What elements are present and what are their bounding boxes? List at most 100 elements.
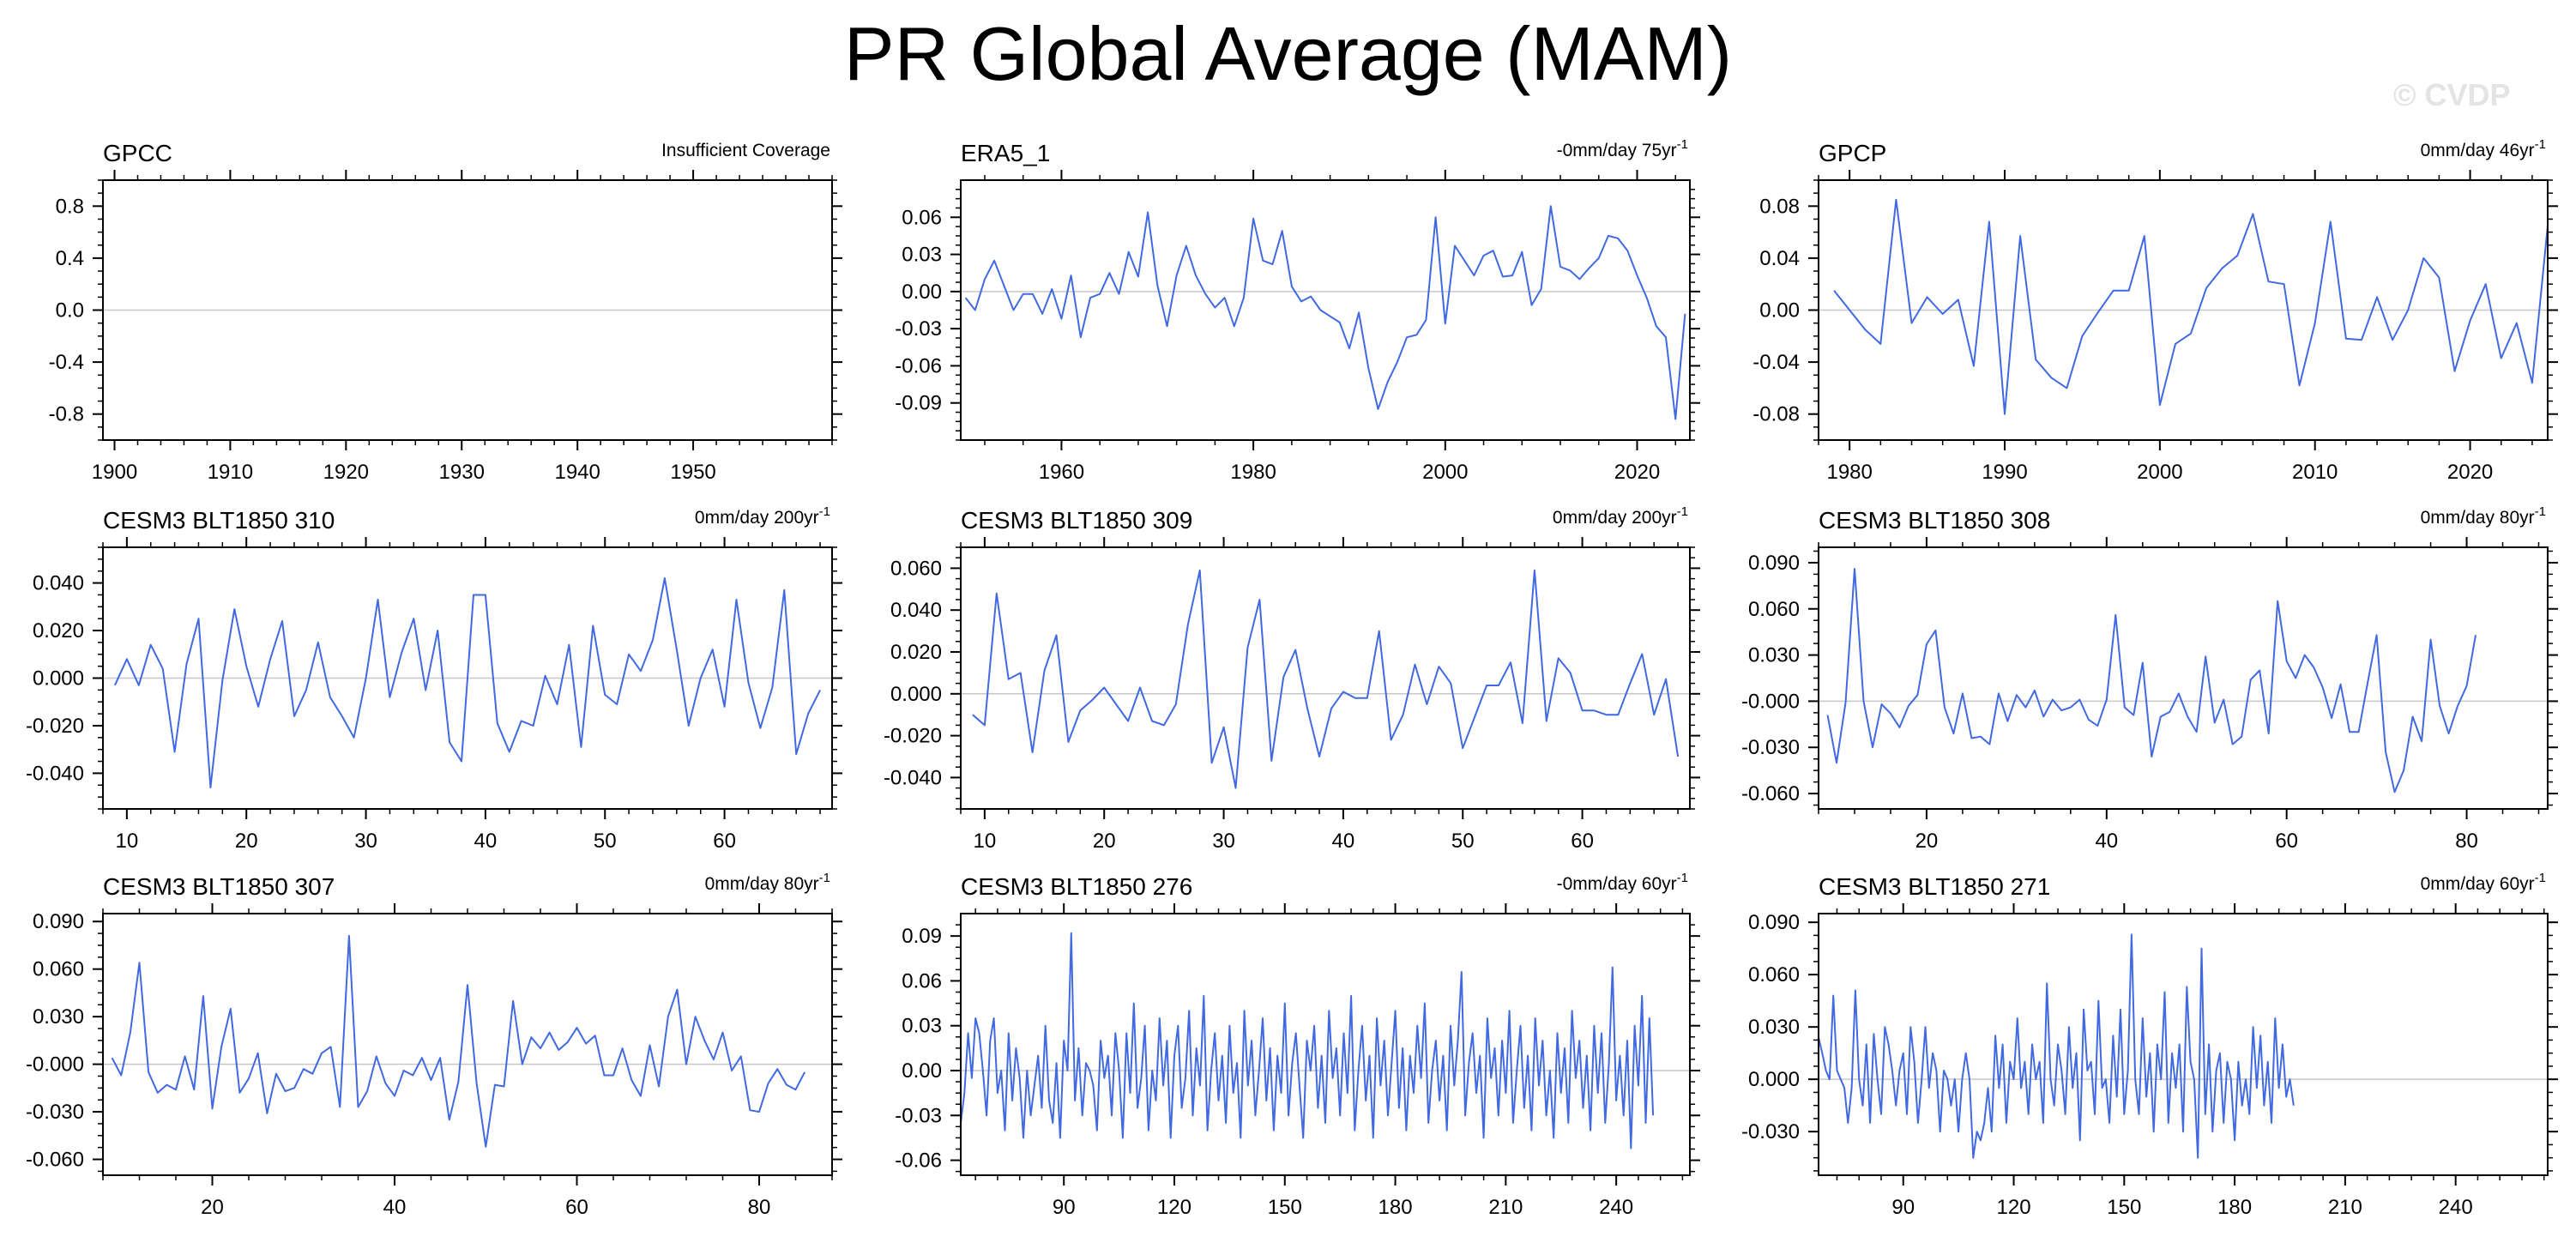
y-tick-label: 0.060 [33,958,84,981]
x-tick-label: 210 [2328,1196,2362,1219]
y-tick-label: -0.020 [26,715,84,738]
y-tick-label: -0.8 [49,403,84,426]
panel-info-superscript: -1 [1677,871,1688,885]
y-tick-label: -0.06 [895,1149,942,1173]
panel-title: CESM3 BLT1850 308 [1819,507,2050,534]
y-tick-label: 0.030 [1748,644,1800,667]
y-tick-label: -0.040 [26,762,84,785]
y-tick-label: 0.04 [1759,247,1800,270]
x-tick-label: 2020 [2447,461,2493,484]
x-tick-label: 1900 [92,461,137,484]
y-tick-label: -0.09 [895,392,942,415]
y-tick-label: 0.000 [1748,1068,1800,1091]
panel-6: 20 40 60 80 0.090 0.060 0.030 -0.000 -0.030 -0.06… [1741,504,2558,853]
y-tick-label: 0.000 [33,667,84,691]
x-tick-label: 120 [1997,1196,2031,1219]
y-tick-label: -0.000 [26,1053,84,1077]
x-tick-label: 240 [1599,1196,1633,1219]
panel-1: 1900 1910 1920 1930 1940 1950 0.8 0.4 0.0 -0.4 -0.… [49,140,842,484]
panel-title: CESM3 BLT1850 307 [103,873,335,900]
x-tick-label: 2010 [2292,461,2338,484]
figure-title: PR Global Average (MAM) [843,11,1733,96]
panel-title: GPCC [103,140,172,166]
y-tick-label: 0.00 [1759,299,1800,323]
panel-title: CESM3 BLT1850 271 [1819,873,2050,900]
x-tick-label: 1930 [439,461,485,484]
y-tick-label: 0.020 [33,619,84,643]
y-tick-label: -0.08 [1753,403,1800,426]
y-tick-label: -0.030 [1741,736,1800,759]
y-tick-label: -0.020 [884,725,942,748]
y-tick-label: 0.08 [1759,195,1800,218]
plot-frame [1818,913,2549,1176]
series-line [1818,933,2295,1159]
x-tick-label: 50 [1451,830,1475,853]
panel-7: 20 40 60 80 0.090 0.060 0.030 -0.000 -0.030 -0.06… [26,871,842,1219]
panel-title: ERA5_1 [961,140,1050,166]
panel-3: 1980 1990 2000 2010 2020 0.08 0.04 0.00 -0.04 -0.… [1753,137,2558,484]
x-tick-label: 180 [1378,1196,1413,1219]
y-tick-label: 0.0 [56,299,84,323]
cvdp-watermark: © CVDP [2393,77,2511,112]
panel-title: CESM3 BLT1850 310 [103,507,335,534]
y-tick-label: 0.060 [1748,963,1800,987]
y-tick-label: -0.4 [49,351,84,374]
y-tick-label: -0.060 [26,1149,84,1172]
x-tick-label: 1990 [1982,461,2027,484]
y-tick-label: 0.090 [33,910,84,933]
panel-5: 10 20 30 40 50 60 0.060 0.040 0.020 0.000 -0.020 -0… [884,504,1700,853]
panel-info-superscript: -1 [819,871,830,885]
panel-8: 90 120 150 180 210 240 0.09 0.06 0.03 0.00 -0.03 -0… [895,871,1700,1219]
x-tick-label: 20 [201,1196,224,1219]
series-line [111,934,805,1148]
panel-info-superscript: -1 [2535,504,2546,519]
x-tick-label: 1980 [1230,461,1276,484]
x-tick-label: 40 [474,830,498,853]
x-tick-label: 2000 [1422,461,1468,484]
y-tick-label: 0.060 [1748,598,1800,621]
series-line [113,577,821,788]
y-tick-label: 0.4 [56,247,84,270]
panel-info: 0mm/day 200yr-1 [695,504,830,528]
x-tick-label: 60 [565,1196,588,1219]
y-tick-label: 0.09 [902,925,942,948]
panel-info: 0mm/day 60yr-1 [2421,871,2546,894]
y-tick-label: -0.060 [1741,782,1800,806]
x-tick-label: 30 [354,830,377,853]
y-tick-label: 0.00 [902,281,942,304]
y-tick-label: 0.040 [33,572,84,595]
panel-info: 0mm/day 200yr-1 [1553,504,1688,528]
panel-title: CESM3 BLT1850 309 [961,507,1192,534]
x-tick-label: 2020 [1614,461,1660,484]
y-tick-label: -0.030 [26,1101,84,1124]
y-tick-label: 0.8 [56,195,84,218]
y-tick-label: 0.060 [890,557,942,580]
panel-info: Insufficient Coverage [661,141,830,160]
x-tick-label: 10 [116,830,139,853]
y-tick-label: 0.090 [1748,552,1800,575]
y-tick-label: 0.06 [902,206,942,229]
series-line [1826,568,2476,793]
x-tick-label: 80 [748,1196,771,1219]
plot-frame [102,913,833,1176]
panel-info-superscript: -1 [1677,137,1688,152]
x-tick-label: 150 [1268,1196,1302,1219]
y-tick-label: 0.000 [890,683,942,706]
x-tick-label: 20 [1093,830,1116,853]
x-tick-label: 50 [594,830,617,853]
series-line [964,205,1686,420]
y-tick-label: 0.03 [902,1015,942,1038]
x-tick-label: 1980 [1826,461,1872,484]
x-tick-label: 20 [1915,830,1939,853]
panel-info: 0mm/day 46yr-1 [2421,137,2546,160]
y-tick-label: -0.040 [884,766,942,789]
panel-info: 0mm/day 80yr-1 [2421,504,2546,528]
plot-frame [960,179,1691,441]
panel-9: 90 120 150 180 210 240 0.090 0.060 0.030 0.000 -0.… [1741,871,2558,1219]
panel-title: CESM3 BLT1850 276 [961,873,1192,900]
series-line [1833,198,2549,415]
x-tick-label: 30 [1212,830,1235,853]
x-tick-label: 90 [1053,1196,1076,1219]
x-tick-label: 40 [2095,830,2118,853]
series-line [960,932,1655,1149]
